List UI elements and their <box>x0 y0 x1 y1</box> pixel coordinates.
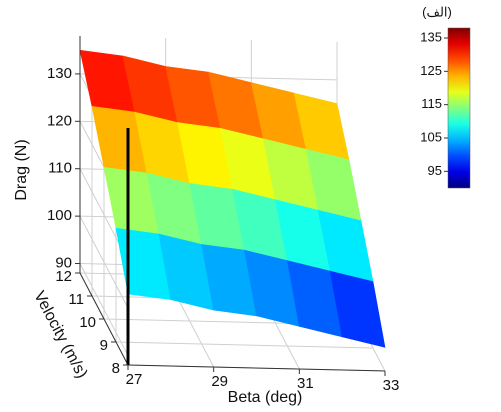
z-tick-label: 90 <box>55 254 72 271</box>
y-tick-label: 10 <box>79 314 96 331</box>
z-tick-label: 110 <box>48 160 72 177</box>
y-tick-label: 12 <box>55 268 72 285</box>
x-tick-label: 27 <box>126 371 143 388</box>
colorbar-tick-label: 115 <box>421 96 442 111</box>
x-axis <box>127 364 386 372</box>
z-tick-label: 130 <box>47 65 72 82</box>
y-tick-label: 9 <box>100 337 108 354</box>
y-tick-label: 11 <box>68 291 84 308</box>
x-tick-label: 31 <box>297 375 314 392</box>
colorbar-tick-label: 105 <box>420 129 442 144</box>
y-tick-label: 8 <box>112 360 120 377</box>
z-tick-label: 120 <box>47 112 72 129</box>
grid-line <box>79 215 129 309</box>
x-tick-label: 29 <box>211 373 228 390</box>
z-axis-title: Drag (N) <box>13 139 30 200</box>
surface-patch <box>329 270 386 348</box>
z-tick-label: 100 <box>47 207 72 224</box>
colorbar <box>447 27 471 189</box>
x-tick-label: 33 <box>383 377 400 394</box>
colorbar-label: (الف) <box>422 4 452 19</box>
x-axis-title: Beta (deg) <box>228 389 303 406</box>
colorbar-tick-label: 125 <box>420 63 442 78</box>
grid-line <box>115 341 374 349</box>
grid-line <box>79 263 129 356</box>
colorbar-tick-label: 135 <box>420 29 442 44</box>
colorbar-tick-label: 95 <box>428 163 442 178</box>
